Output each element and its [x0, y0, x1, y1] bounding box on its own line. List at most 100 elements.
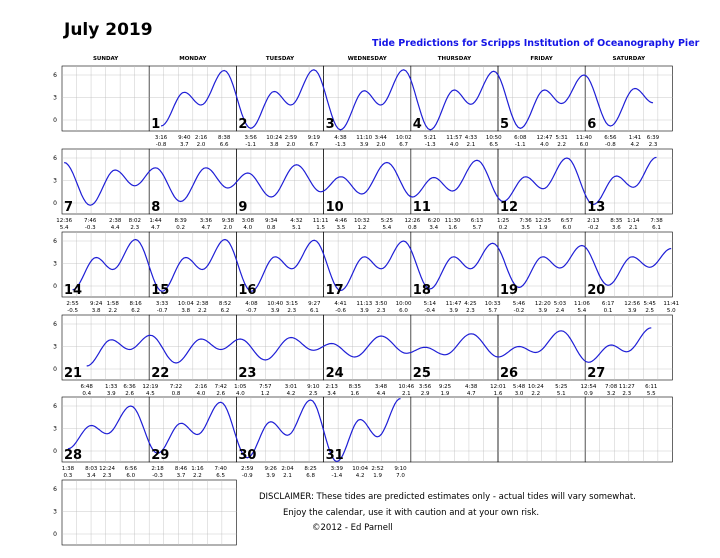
tide-height: 2.3: [649, 142, 658, 148]
tide-time: 10:04: [178, 301, 194, 307]
tide-height: 6.8: [306, 473, 315, 479]
tide-time: 2:13: [325, 384, 338, 390]
date-number: 29: [151, 448, 169, 463]
y-axis-tick: 3: [53, 344, 57, 351]
tide-height: 6.7: [399, 142, 408, 148]
tide-time: 5:14: [424, 301, 437, 307]
tide-time: 12:54: [581, 384, 597, 390]
tide-height: 5.4: [383, 225, 392, 231]
tide-time: 10:02: [396, 135, 412, 141]
tide-time: 3:44: [375, 135, 388, 141]
tide-time: 10:46: [398, 384, 414, 390]
tide-height: 1.6: [494, 391, 503, 397]
tide-time: 2:16: [195, 384, 208, 390]
date-number: 30: [238, 448, 256, 463]
tide-time: 7:40: [214, 466, 227, 472]
tide-time: 10:50: [486, 135, 502, 141]
tide-time: 4:25: [464, 301, 477, 307]
tide-time: 12:36: [56, 218, 72, 224]
y-axis-tick: 3: [53, 426, 57, 433]
tide-time: 10:33: [485, 301, 501, 307]
date-number: 1: [151, 117, 160, 132]
tide-height: -0.4: [424, 308, 435, 314]
tide-time: 7:36: [519, 218, 532, 224]
tide-height: 2.6: [216, 391, 225, 397]
date-number: 10: [326, 200, 344, 215]
tide-height: 6.2: [131, 308, 140, 314]
tide-time: 5:31: [555, 135, 567, 141]
tide-time: 1:58: [107, 301, 120, 307]
tide-time: 11:06: [574, 301, 590, 307]
tide-height: 2.2: [108, 308, 117, 314]
tide-time: 5:46: [513, 301, 526, 307]
tide-curve: [64, 156, 657, 206]
tide-time: 7:38: [650, 218, 663, 224]
tide-time: 10:04: [352, 466, 368, 472]
tide-height: 4.0: [450, 142, 459, 148]
tide-height: -0.8: [605, 142, 616, 148]
tide-height: 1.9: [373, 473, 382, 479]
tide-height: 3.5: [521, 225, 530, 231]
tide-time: 8:16: [129, 301, 142, 307]
tide-height: 2.4: [556, 308, 565, 314]
tide-height: -0.7: [246, 308, 257, 314]
y-axis-tick: 3: [53, 509, 57, 516]
tide-time: 3:48: [375, 384, 388, 390]
date-number: 20: [587, 283, 605, 298]
tide-height: 0.3: [64, 473, 73, 479]
tide-height: 4.4: [111, 225, 120, 231]
tide-time: 5:48: [513, 384, 526, 390]
tide-time: 11:47: [446, 301, 462, 307]
tide-time: 8:46: [175, 466, 188, 472]
date-number: 15: [151, 283, 169, 298]
tide-height: 2.2: [531, 391, 540, 397]
tide-height: 2.0: [286, 142, 295, 148]
tide-time: 4:41: [334, 301, 346, 307]
tide-time: 2:59: [241, 466, 254, 472]
tide-height: -1.3: [425, 142, 436, 148]
tide-height: 2.3: [466, 308, 475, 314]
tide-time: 11:30: [445, 218, 461, 224]
tide-time: 6:20: [428, 218, 441, 224]
tide-height: 4.0: [540, 142, 549, 148]
day-header: THURSDAY: [438, 56, 472, 62]
day-header: MONDAY: [179, 56, 207, 62]
tide-time: 12:20: [535, 301, 551, 307]
tide-height: 5.4: [60, 225, 69, 231]
tide-height: 0.9: [584, 391, 593, 397]
date-number: 5: [500, 117, 509, 132]
tide-height: -0.7: [157, 308, 168, 314]
tide-height: -0.6: [335, 308, 346, 314]
tide-height: 3.9: [538, 308, 547, 314]
tide-time: 6:08: [514, 135, 527, 141]
tide-time: 1:44: [149, 218, 162, 224]
tide-time: 3:56: [419, 384, 432, 390]
tide-time: 3:36: [200, 218, 213, 224]
day-header: FRIDAY: [530, 56, 553, 62]
tide-time: 6:57: [561, 218, 574, 224]
y-axis-tick: 6: [53, 403, 57, 410]
tide-time: 12:47: [537, 135, 553, 141]
tide-height: 2.1: [283, 473, 292, 479]
tide-time: 1:16: [191, 466, 204, 472]
tide-height: 4.7: [202, 225, 211, 231]
tide-height: 2.0: [223, 225, 232, 231]
tide-curve: [67, 397, 401, 463]
copyright: ©2012 - Ed Parnell: [312, 523, 393, 533]
date-number: 26: [500, 366, 518, 381]
tide-time: 1:25: [497, 218, 510, 224]
tide-height: 2.1: [402, 391, 411, 397]
tide-time: 4:33: [465, 135, 478, 141]
tide-height: 0.2: [499, 225, 508, 231]
date-number: 31: [326, 448, 344, 463]
tide-height: -0.9: [242, 473, 253, 479]
tide-height: 5.5: [647, 391, 656, 397]
tide-time: 11:27: [619, 384, 635, 390]
tide-time: 1:05: [234, 384, 247, 390]
tide-time: 5:45: [644, 301, 657, 307]
tide-time: 9:24: [90, 301, 103, 307]
tide-height: -0.3: [85, 225, 96, 231]
tide-height: -0.3: [152, 473, 163, 479]
tide-height: 2.6: [125, 391, 134, 397]
tide-height: 2.9: [421, 391, 430, 397]
